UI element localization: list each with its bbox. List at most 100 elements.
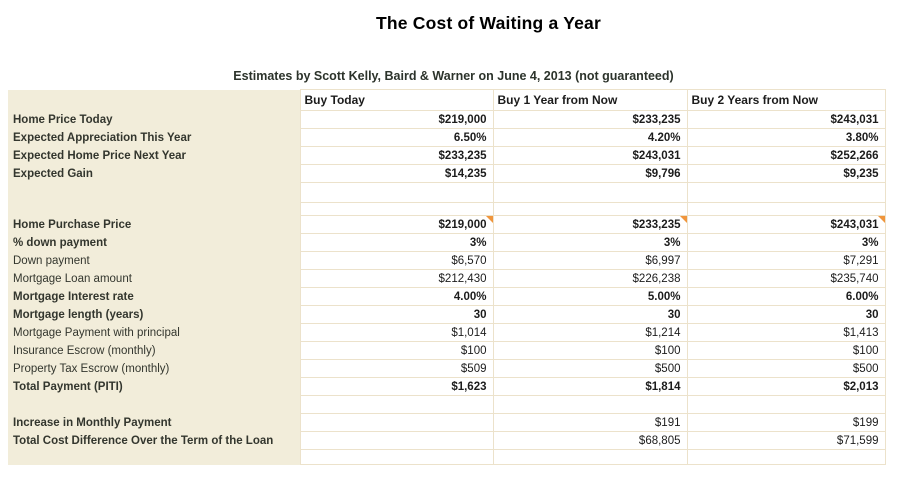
corner-cell[interactable]	[8, 89, 300, 111]
cell-value[interactable]: $191	[492, 413, 688, 432]
cell-value[interactable]: 3%	[299, 233, 494, 252]
blank-row	[8, 202, 886, 216]
comment-flag-icon[interactable]	[877, 216, 884, 223]
cell-value[interactable]: 30	[686, 305, 886, 324]
cell-value[interactable]: 30	[299, 305, 494, 324]
cell-value[interactable]	[686, 449, 886, 465]
comment-flag-icon[interactable]	[485, 216, 492, 223]
cell-value[interactable]: $199	[686, 413, 886, 432]
cell-value[interactable]: $6,997	[492, 251, 688, 270]
cell-value[interactable]: 5.00%	[492, 287, 688, 306]
cell-value[interactable]: $9,796	[492, 164, 688, 183]
cell-value[interactable]: $235,740	[686, 269, 886, 288]
row-label[interactable]: Expected Appreciation This Year	[8, 128, 300, 147]
cell-value[interactable]: $1,413	[686, 323, 886, 342]
cell-value[interactable]: $500	[492, 359, 688, 378]
cell-value[interactable]: $500	[686, 359, 886, 378]
cell-value[interactable]: 6.00%	[686, 287, 886, 306]
cell-value[interactable]: $219,000	[299, 110, 494, 129]
cell-value[interactable]	[299, 202, 494, 216]
row-label[interactable]: Property Tax Escrow (monthly)	[8, 359, 300, 378]
cell-value[interactable]: 3%	[492, 233, 688, 252]
cell-value[interactable]	[492, 395, 688, 414]
row-label[interactable]	[8, 202, 300, 216]
cell-value[interactable]: $1,014	[299, 323, 494, 342]
cell-value[interactable]: $1,623	[299, 377, 494, 396]
cell-value[interactable]: $100	[299, 341, 494, 360]
row-label[interactable]: % down payment	[8, 233, 300, 252]
cell-value[interactable]: $233,235	[299, 146, 494, 165]
table-row: Home Purchase Price $219,000 $233,235 $243,…	[8, 215, 886, 234]
cell-value[interactable]	[492, 449, 688, 465]
row-label[interactable]: Mortgage Payment with principal	[8, 323, 300, 342]
cell-value[interactable]: $243,031	[686, 215, 886, 234]
cell-value[interactable]: 3.80%	[686, 128, 886, 147]
row-label[interactable]: Expected Gain	[8, 164, 300, 183]
row-label[interactable]	[8, 449, 300, 465]
cell-value[interactable]	[686, 202, 886, 216]
cell-value[interactable]	[299, 395, 494, 414]
page-title: The Cost of Waiting a Year	[376, 13, 601, 33]
cell-value[interactable]	[299, 413, 494, 432]
row-label[interactable]: Down payment	[8, 251, 300, 270]
cell-value[interactable]	[299, 449, 494, 465]
cell-value[interactable]	[686, 182, 886, 203]
cell-value[interactable]: $233,235	[492, 110, 688, 129]
blank-row	[8, 395, 886, 414]
row-label[interactable]: Expected Home Price Next Year	[8, 146, 300, 165]
cell-value[interactable]: $7,291	[686, 251, 886, 270]
cell-value[interactable]	[492, 182, 688, 203]
column-header-buy-1-year[interactable]: Buy 1 Year from Now	[492, 89, 688, 111]
row-label[interactable]: Mortgage Loan amount	[8, 269, 300, 288]
row-label[interactable]	[8, 395, 300, 414]
cell-value[interactable]: $14,235	[299, 164, 494, 183]
cell-value[interactable]: $100	[686, 341, 886, 360]
table-row: Mortgage Loan amount $212,430 $226,238 $235…	[8, 269, 886, 288]
cell-value[interactable]: $1,814	[492, 377, 688, 396]
row-label[interactable]: Insurance Escrow (monthly)	[8, 341, 300, 360]
cell-value[interactable]: $243,031	[492, 146, 688, 165]
cell-value[interactable]: $100	[492, 341, 688, 360]
cell-value[interactable]: 30	[492, 305, 688, 324]
cell-value[interactable]: $9,235	[686, 164, 886, 183]
row-label[interactable]: Mortgage length (years)	[8, 305, 300, 324]
row-label[interactable]: Total Payment (PITI)	[8, 377, 300, 396]
row-label[interactable]: Mortgage Interest rate	[8, 287, 300, 306]
row-label[interactable]: Home Price Today	[8, 110, 300, 129]
cell-value[interactable]	[299, 431, 494, 450]
cell-value[interactable]: $1,214	[492, 323, 688, 342]
cell-value[interactable]: $68,805	[492, 431, 688, 450]
cell-value[interactable]: $6,570	[299, 251, 494, 270]
cell-value[interactable]: 3%	[686, 233, 886, 252]
column-header-buy-today[interactable]: Buy Today	[299, 89, 494, 111]
cell-value[interactable]: $2,013	[686, 377, 886, 396]
row-label[interactable]: Home Purchase Price	[8, 215, 300, 234]
cell-value[interactable]: $252,266	[686, 146, 886, 165]
cell-value[interactable]: 4.20%	[492, 128, 688, 147]
cell-value[interactable]: 6.50%	[299, 128, 494, 147]
cell-value[interactable]: $212,430	[299, 269, 494, 288]
table-row: Property Tax Escrow (monthly) $509 $500 $50…	[8, 359, 886, 378]
cell-value[interactable]: $243,031	[686, 110, 886, 129]
table-row: Total Payment (PITI) $1,623 $1,814 $2,013	[8, 377, 886, 396]
row-label[interactable]: Increase in Monthly Payment	[8, 413, 300, 432]
comment-flag-icon[interactable]	[679, 216, 686, 223]
cell-value[interactable]: $71,599	[686, 431, 886, 450]
cell-value[interactable]: $233,235	[492, 215, 688, 234]
cell-value[interactable]: $226,238	[492, 269, 688, 288]
row-label[interactable]	[8, 182, 300, 203]
cost-table-body: Home Price Today $219,000 $233,235 $243,031…	[8, 110, 886, 465]
table-row: Down payment $6,570 $6,997 $7,291	[8, 251, 886, 270]
cell-value[interactable]: 4.00%	[299, 287, 494, 306]
row-label[interactable]: Total Cost Difference Over the Term of t…	[8, 431, 300, 450]
cell-value[interactable]	[492, 202, 688, 216]
table-row: Insurance Escrow (monthly) $100 $100 $100	[8, 341, 886, 360]
cell-value[interactable]	[686, 395, 886, 414]
cell-value[interactable]: $509	[299, 359, 494, 378]
column-header-buy-2-years[interactable]: Buy 2 Years from Now	[686, 89, 886, 111]
table-row: Expected Home Price Next Year $233,235 $24…	[8, 146, 886, 165]
cell-value[interactable]	[299, 182, 494, 203]
table-row: Increase in Monthly Payment $191 $199	[8, 413, 886, 432]
table-row: Expected Gain $14,235 $9,796 $9,235	[8, 164, 886, 183]
cell-value[interactable]: $219,000	[299, 215, 494, 234]
